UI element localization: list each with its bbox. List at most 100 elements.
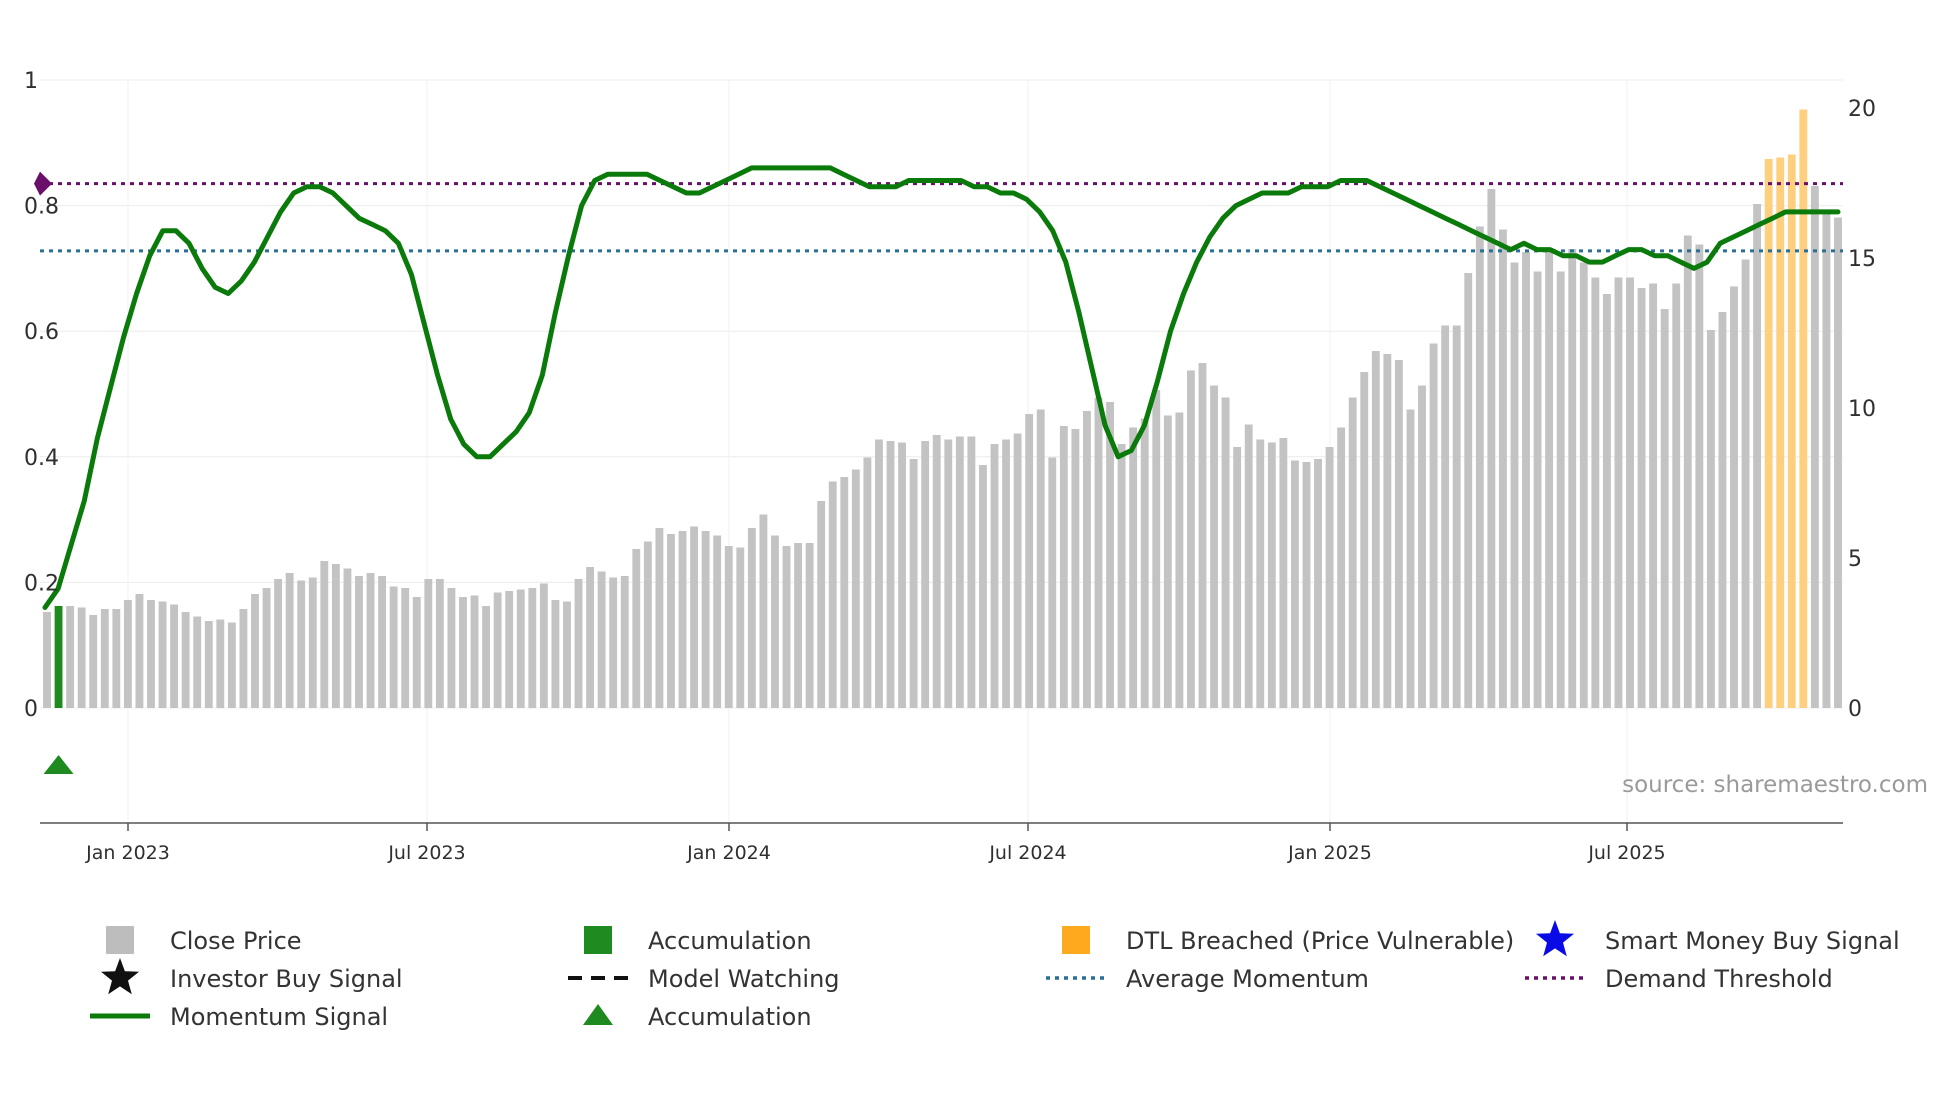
price-bar xyxy=(1140,418,1149,708)
legend-item: Accumulation xyxy=(584,926,812,955)
price-bar xyxy=(1834,217,1842,708)
price-bar xyxy=(539,583,548,708)
legend-square-icon xyxy=(106,926,134,954)
price-bar xyxy=(505,591,514,708)
right-tick-label: 0 xyxy=(1848,697,1862,722)
dtl-bar xyxy=(1799,109,1808,708)
price-bar xyxy=(135,594,144,708)
legend-label: Accumulation xyxy=(648,927,812,955)
price-bar xyxy=(1487,189,1496,708)
price-bar xyxy=(1175,412,1184,708)
price-bar xyxy=(435,579,444,708)
price-bar xyxy=(1718,312,1727,708)
price-bar xyxy=(736,547,745,708)
price-bar xyxy=(239,609,248,708)
price-bar xyxy=(262,588,271,708)
price-bar xyxy=(944,439,953,708)
price-bar xyxy=(77,607,86,708)
price-bar xyxy=(412,597,421,708)
legend-square-icon xyxy=(1062,926,1090,954)
legend-label: Smart Money Buy Signal xyxy=(1605,927,1900,955)
accumulation-bar xyxy=(54,606,63,708)
price-bar xyxy=(794,543,802,708)
dtl-bar xyxy=(1764,159,1773,708)
price-bar xyxy=(1533,271,1542,708)
price-bar xyxy=(1083,411,1091,708)
price-bar xyxy=(817,501,826,708)
price-bar xyxy=(112,609,121,708)
legend-label: DTL Breached (Price Vulnerable) xyxy=(1126,927,1514,955)
price-bars xyxy=(43,109,1842,708)
price-bar xyxy=(1256,439,1265,708)
price-bar xyxy=(805,543,814,708)
price-bar xyxy=(274,579,283,708)
price-bar xyxy=(285,573,294,708)
price-bar xyxy=(1394,360,1403,708)
price-bar xyxy=(1290,460,1299,708)
right-tick-label: 10 xyxy=(1848,397,1876,422)
price-bar xyxy=(1302,462,1311,708)
price-bar xyxy=(1741,259,1750,708)
price-bar xyxy=(574,579,583,708)
x-tick-label: Jan 2024 xyxy=(686,842,771,864)
price-bar xyxy=(343,568,352,708)
price-bar xyxy=(1371,351,1380,708)
x-tick-label: Jul 2025 xyxy=(1587,842,1665,864)
left-tick-label: 0.4 xyxy=(24,446,59,471)
left-tick-label: 0.6 xyxy=(24,320,59,345)
price-bar xyxy=(1695,244,1704,708)
price-bar xyxy=(320,561,329,708)
price-bar xyxy=(1279,438,1288,708)
price-bar xyxy=(563,601,571,708)
gridlines xyxy=(40,79,1843,823)
price-bar xyxy=(1152,390,1161,708)
price-bar xyxy=(331,564,340,708)
legend-item: Smart Money Buy Signal xyxy=(1536,920,1900,957)
price-bar xyxy=(747,528,756,708)
price-bar xyxy=(1048,457,1057,708)
price-bar xyxy=(89,615,98,708)
legend-item: Model Watching xyxy=(568,965,840,993)
price-bar xyxy=(66,606,75,708)
accumulation-triangle-marker xyxy=(43,755,74,774)
legend-label: Demand Threshold xyxy=(1605,965,1833,993)
price-bar xyxy=(1406,409,1415,708)
price-bar xyxy=(516,589,525,708)
price-bar xyxy=(1036,409,1045,708)
price-bar xyxy=(401,588,410,708)
price-bar xyxy=(216,619,225,708)
left-tick-label: 0 xyxy=(24,697,38,722)
price-bar xyxy=(1129,427,1138,708)
legend-square-icon xyxy=(584,926,612,954)
price-bar xyxy=(355,576,363,708)
price-bar xyxy=(147,600,155,708)
legend-label: Momentum Signal xyxy=(170,1003,388,1031)
price-bar xyxy=(701,531,710,708)
legend-item: Investor Buy Signal xyxy=(101,958,403,995)
x-axis-ticks: Jan 2023 Jul 2023 Jan 2024 Jul 2024 Jan 2025… xyxy=(85,823,1666,864)
price-bar xyxy=(1002,439,1010,708)
price-bar xyxy=(1210,385,1218,708)
price-bar xyxy=(828,481,837,708)
price-bar xyxy=(1106,402,1114,708)
legend-item: Average Momentum xyxy=(1046,965,1369,993)
legend-star-icon xyxy=(1536,920,1574,957)
price-bar xyxy=(1163,415,1172,708)
price-bar xyxy=(678,531,687,708)
price-bar xyxy=(551,600,560,708)
price-bar xyxy=(1498,229,1507,708)
x-tick-label: Jan 2023 xyxy=(85,842,170,864)
price-bar xyxy=(1637,288,1646,708)
price-bar xyxy=(158,601,167,708)
price-bar xyxy=(389,586,398,708)
price-bar xyxy=(620,576,629,708)
legend-label: Accumulation xyxy=(648,1003,812,1031)
signal-markers xyxy=(43,755,74,774)
price-bar xyxy=(1059,426,1068,708)
right-axis-ticks: 0 5 10 15 20 xyxy=(1848,97,1876,722)
price-bar xyxy=(1117,444,1126,708)
price-bar xyxy=(1187,370,1195,708)
demand-threshold-marker xyxy=(34,171,52,196)
legend-label: Average Momentum xyxy=(1126,965,1369,993)
legend: Close Price Accumulation DTL Breached (Pri… xyxy=(90,920,1900,1031)
